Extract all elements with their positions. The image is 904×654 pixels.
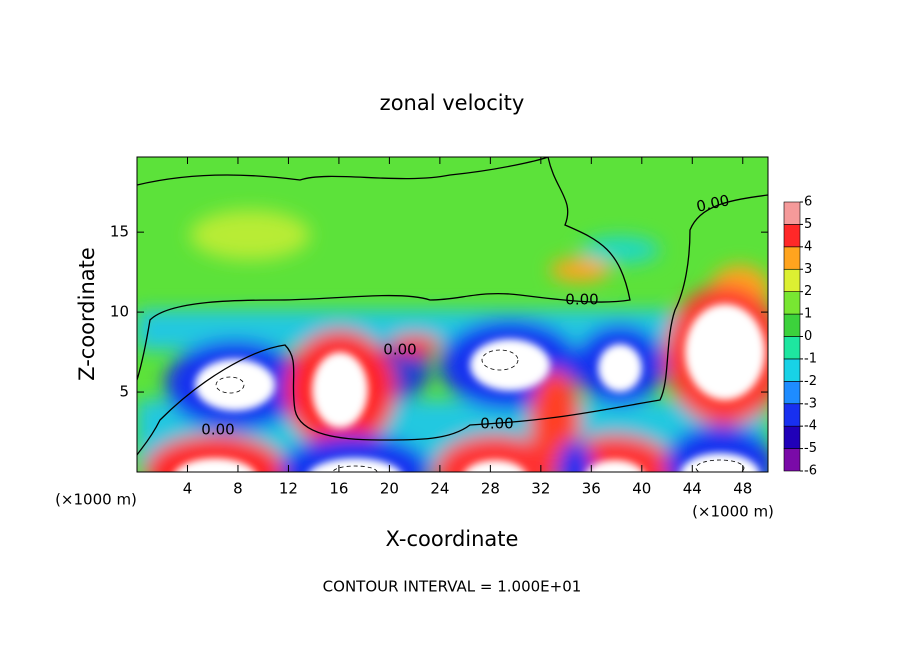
colorbar-label: 3 [804,262,812,277]
colorbar-swatch [783,336,801,360]
footer: CONTOUR INTERVAL = 1.000E+01 [323,578,582,596]
contour-label: 0.00 [480,415,513,433]
field [137,157,768,472]
x-tick-label: 32 [531,480,550,498]
x-tick-label: 20 [380,480,399,498]
contour-lines-negative [215,349,745,472]
contour-label: 0.00 [383,341,416,359]
x-tick-label: 4 [183,480,193,498]
colorbar-swatch [783,201,801,225]
colorbar-label: -5 [804,441,817,456]
contour-lines [137,157,768,456]
colorbar-label: 2 [804,284,812,299]
x-tick-label: 28 [481,480,500,498]
y-tick-label: 5 [119,383,129,401]
colorbar-label: -6 [804,464,817,479]
y-tick-label: 10 [110,303,129,321]
colorbar-swatch [783,246,801,270]
x-tick-label: 44 [683,480,702,498]
colorbar-label: 6 [804,195,812,210]
colorbar-swatch [783,381,801,405]
chart-title: zonal velocity [380,91,525,115]
colorbar-swatch [783,224,801,248]
colorbar-label: 0 [804,329,812,344]
x-unit-label: (×1000 m) [55,491,137,509]
x-tick-label: 8 [233,480,243,498]
x-tick-label: 24 [430,480,449,498]
x-unit-label: (×1000 m) [692,503,774,521]
colorbar-swatch [783,425,801,449]
x-tick-label: 36 [582,480,601,498]
colorbar-label: -2 [804,374,817,389]
colorbar-label: 5 [804,217,812,232]
plot-frame [136,156,769,473]
colorbar-label: 4 [804,239,812,254]
colorbar-swatch [783,448,801,472]
colorbar-swatch [783,291,801,315]
contour-label: 0.00 [201,421,234,439]
y-tick-label: 15 [110,223,129,241]
colorbar-label: -4 [804,419,817,434]
colorbar-label: -3 [804,396,817,411]
x-axis-label: X-coordinate [386,527,519,551]
contour-label: 0.00 [565,291,598,309]
colorbar-swatch [783,268,801,292]
x-tick-label: 16 [329,480,348,498]
colorbar-label: -1 [804,351,817,366]
colorbar-label: 1 [804,307,812,322]
colorbar-swatch [783,358,801,382]
y-axis-label: Z-coordinate [75,247,99,381]
x-tick-label: 48 [733,480,752,498]
colorbar-swatch [783,313,801,337]
x-tick-label: 40 [632,480,651,498]
x-tick-label: 12 [279,480,298,498]
colorbar-swatch [783,403,801,427]
field-saturated [174,304,765,472]
